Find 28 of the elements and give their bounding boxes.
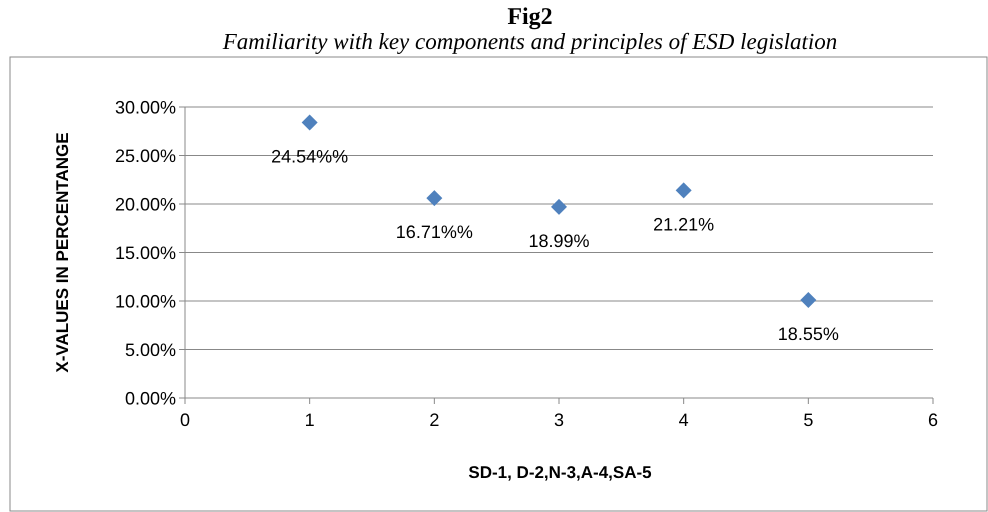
x-tick-label: 1	[304, 410, 315, 430]
x-axis-title: SD-1, D-2,N-3,A-4,SA-5	[468, 463, 652, 482]
y-tick-label: 30.00%	[114, 97, 176, 118]
annotation: 18.55%	[778, 324, 839, 344]
y-tick-label: 5.00%	[124, 340, 176, 360]
point	[800, 292, 816, 308]
x-tick-label: 4	[678, 410, 689, 430]
annotation: 16.71%%	[396, 222, 473, 242]
chart-subtitle: Familiarity with key components and principles of ESD legislation	[222, 29, 838, 54]
y-tick-label: 15.00%	[114, 242, 176, 263]
y-tick-label: 0.00%	[124, 388, 176, 408]
y-axis-title: X-VALUES IN PERCENTANGE	[53, 132, 72, 373]
point	[302, 114, 318, 131]
point	[426, 190, 442, 206]
annotation: 18.99%	[528, 230, 590, 251]
x-tick-label: 2	[429, 410, 440, 430]
x-tick-label: 0	[180, 410, 190, 430]
y-tick-label: 10.00%	[114, 291, 176, 312]
y-tick-label: 20.00%	[114, 194, 176, 214]
x-tick-label: 5	[803, 410, 814, 430]
x-tick-label: 3	[554, 410, 564, 430]
annotation: 21.21%	[653, 214, 714, 234]
point	[551, 198, 567, 215]
chart-title: Fig2	[507, 4, 553, 30]
y-tick-label: 25.00%	[114, 146, 176, 166]
x-tick-label: 6	[928, 410, 938, 430]
annotation: 24.54%%	[271, 146, 348, 167]
point	[676, 182, 692, 198]
